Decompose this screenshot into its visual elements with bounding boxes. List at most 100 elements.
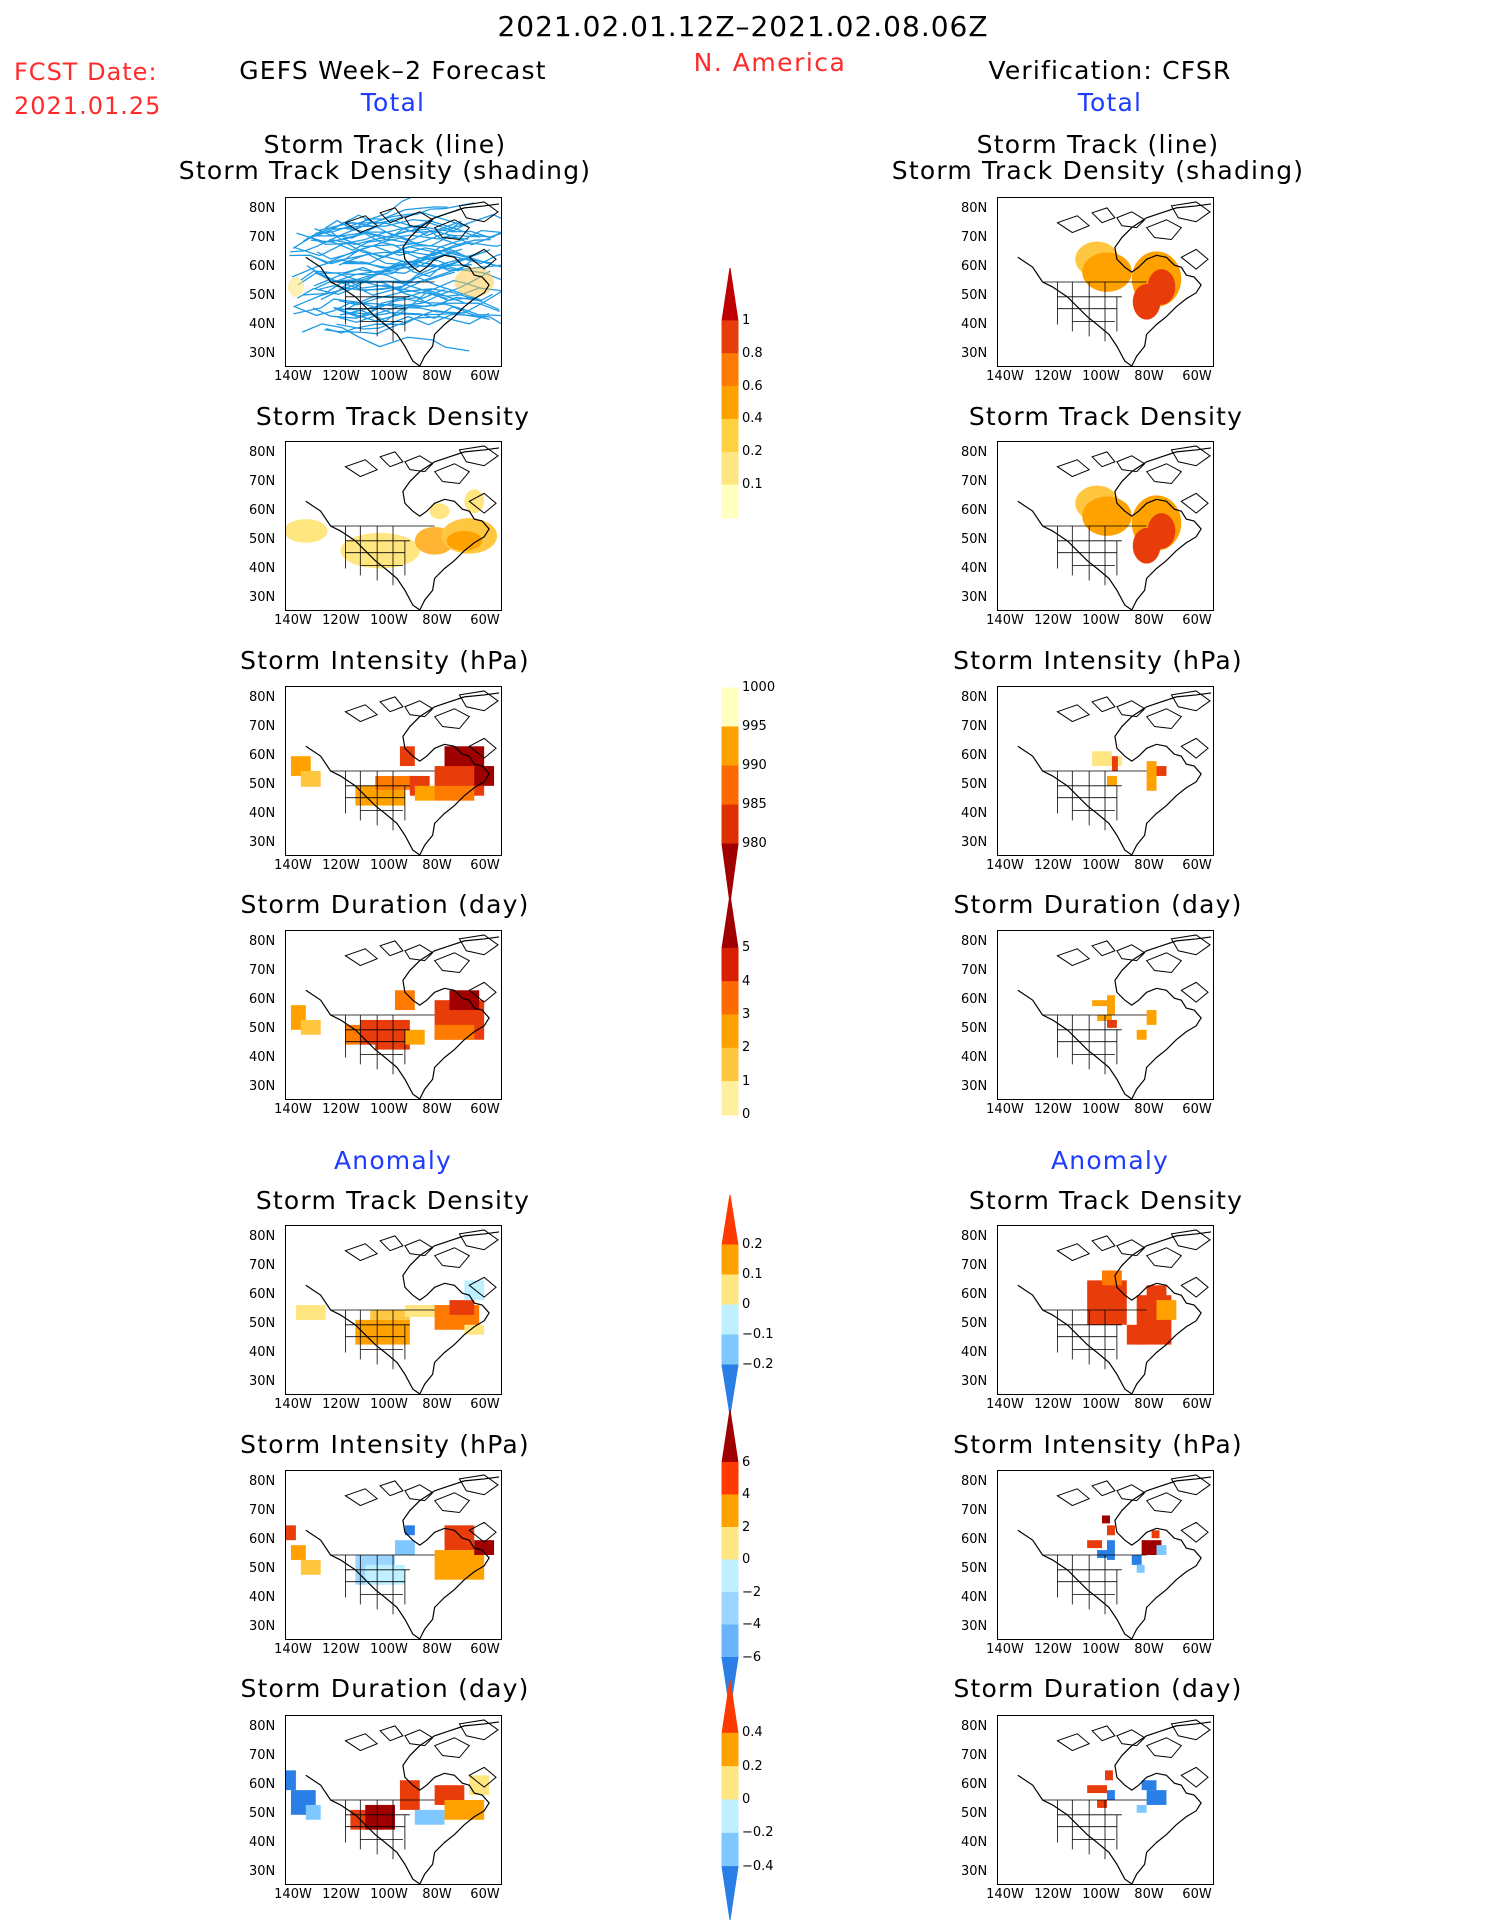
shading-cell xyxy=(290,1545,306,1560)
lon-tick-label: 120W xyxy=(322,1397,360,1412)
island-outline xyxy=(1056,704,1091,723)
shading-cell xyxy=(286,1770,296,1791)
colorbar-tick-label: 0.4 xyxy=(742,411,763,427)
colorbar-segment xyxy=(721,1679,739,1734)
lat-tick-label: 40N xyxy=(249,317,276,332)
lon-tick-label: 80W xyxy=(422,1887,452,1902)
island-outline xyxy=(1056,1488,1091,1507)
state-borders xyxy=(330,1554,435,1615)
storm-track-line xyxy=(292,236,463,264)
verification-map-density xyxy=(997,441,1214,611)
lat-tick-label: 60N xyxy=(249,503,276,518)
island-outline xyxy=(1180,737,1209,759)
shading-cell xyxy=(1136,1029,1147,1040)
lon-tick-label: 80W xyxy=(1134,1397,1164,1412)
lat-tick-label: 60N xyxy=(249,748,276,763)
island-outline xyxy=(1056,215,1091,234)
island-outline xyxy=(1180,492,1209,514)
lon-tick-label: 140W xyxy=(986,1887,1024,1902)
colorbar-segment xyxy=(721,1494,739,1528)
colorbar-segment xyxy=(721,386,739,420)
lon-tick-label: 100W xyxy=(1082,1642,1120,1657)
colorbar-segment xyxy=(721,451,739,486)
colorbar-segment xyxy=(721,1559,739,1593)
panel-title-track-density-shading: Storm Track Density (shading) xyxy=(178,156,592,185)
island-outline xyxy=(344,704,379,723)
island-outline xyxy=(1170,1474,1211,1496)
lat-tick-label: 80N xyxy=(249,201,276,216)
panel-title-track-density-shading-r: Storm Track Density (shading) xyxy=(891,156,1305,185)
lat-tick-label: 80N xyxy=(249,1719,276,1734)
map-canvas xyxy=(1017,934,1212,1099)
colorbar-tick-label: −0.4 xyxy=(742,1858,774,1874)
colorbar-tick-label: 990 xyxy=(742,758,767,773)
lat-tick-label: 50N xyxy=(249,1021,276,1036)
shading-cell xyxy=(1092,1000,1112,1007)
storm-track-line xyxy=(308,245,487,264)
colorbar-segment xyxy=(721,1766,739,1801)
lat-tick-label: 30N xyxy=(961,1079,988,1094)
lat-tick-label: 60N xyxy=(961,259,988,274)
shading-cell xyxy=(1156,766,1167,776)
lat-tick-label: 60N xyxy=(249,1777,276,1792)
lat-tick-label: 40N xyxy=(961,1345,988,1360)
shading-cell xyxy=(1106,1019,1117,1028)
lat-tick-label: 50N xyxy=(249,288,276,303)
lat-tick-label: 30N xyxy=(249,835,276,850)
map-canvas xyxy=(1017,1229,1212,1394)
shading-cell xyxy=(1092,751,1112,767)
island-outline xyxy=(379,940,404,957)
lat-tick-label: 60N xyxy=(961,503,988,518)
lat-tick-label: 60N xyxy=(249,992,276,1007)
map-canvas xyxy=(290,690,500,855)
island-outline xyxy=(379,451,404,468)
state-borders xyxy=(1042,1554,1147,1615)
colorbar-intensity_anom xyxy=(721,1409,739,1711)
shading-cell xyxy=(1156,1300,1177,1320)
lon-tick-label: 120W xyxy=(1034,369,1072,384)
lon-tick-label: 120W xyxy=(1034,613,1072,628)
forecast-map-int-anom xyxy=(285,1470,502,1640)
map-canvas xyxy=(290,934,500,1099)
lat-tick-label: 80N xyxy=(961,1719,988,1734)
lon-tick-label: 100W xyxy=(1082,858,1120,873)
colorbar-segment xyxy=(721,1592,739,1626)
lat-tick-label: 60N xyxy=(249,1287,276,1302)
island-outline xyxy=(1180,1521,1209,1543)
lon-tick-label: 100W xyxy=(1082,1102,1120,1117)
colorbar-segment xyxy=(721,894,739,949)
island-outline xyxy=(404,944,434,962)
island-outline xyxy=(404,1729,434,1747)
verification-map-int-anom xyxy=(997,1470,1214,1640)
lat-tick-label: 70N xyxy=(249,1258,276,1273)
shading-cell xyxy=(399,746,415,767)
lon-tick-label: 80W xyxy=(422,369,452,384)
lon-tick-label: 80W xyxy=(422,1397,452,1412)
panel-title-intensity-anom: Storm Intensity (hPa) xyxy=(240,1430,530,1459)
lon-tick-label: 60W xyxy=(470,613,500,628)
colorbar-tick-label: 1000 xyxy=(742,680,776,695)
lon-tick-label: 60W xyxy=(1182,1397,1212,1412)
island-outline xyxy=(468,492,497,514)
panel-title-track-line-r: Storm Track (line) xyxy=(976,130,1220,159)
lat-tick-label: 70N xyxy=(249,230,276,245)
lon-tick-label: 60W xyxy=(1182,1102,1212,1117)
lat-tick-label: 60N xyxy=(961,1532,988,1547)
lon-tick-label: 120W xyxy=(1034,1397,1072,1412)
storm-track-line xyxy=(293,291,448,317)
shading-cell xyxy=(1106,995,1115,1015)
shading-cell xyxy=(1105,1770,1113,1781)
island-outline xyxy=(1056,948,1091,967)
lon-tick-label: 80W xyxy=(1134,1887,1164,1902)
shading-cell xyxy=(434,1550,485,1580)
island-outline xyxy=(1091,451,1116,468)
lat-tick-label: 40N xyxy=(961,317,988,332)
lon-tick-label: 120W xyxy=(322,1642,360,1657)
island-outline xyxy=(1170,690,1211,712)
island-outline xyxy=(344,1733,379,1752)
lat-tick-label: 70N xyxy=(249,963,276,978)
shading-blob xyxy=(1132,283,1161,320)
shading-cell xyxy=(1102,1270,1122,1286)
colorbar-tick-label: 2 xyxy=(742,1519,751,1535)
panel-title-duration-anom-r: Storm Duration (day) xyxy=(953,1674,1243,1703)
